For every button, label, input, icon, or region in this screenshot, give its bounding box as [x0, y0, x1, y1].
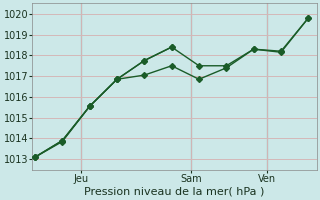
X-axis label: Pression niveau de la mer( hPa ): Pression niveau de la mer( hPa ) — [84, 187, 265, 197]
